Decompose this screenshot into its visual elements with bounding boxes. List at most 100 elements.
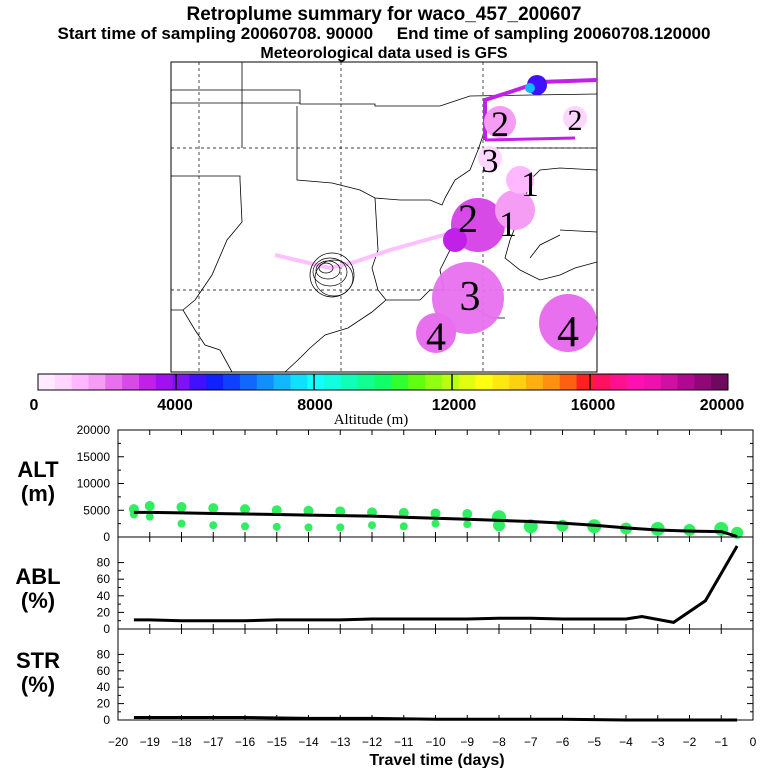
colorbar-tick-label: 0	[30, 397, 39, 414]
plume-origin-cyan	[525, 83, 535, 93]
chart-title: Retroplume summary for waco_457_200607	[186, 4, 582, 25]
y-tick-label: 15000	[77, 450, 111, 464]
met-data-line: Meteorological data used is GFS	[260, 45, 508, 62]
x-tick-label: −11	[394, 735, 414, 749]
x-tick-label: 0	[750, 735, 757, 749]
colorbar-swatch	[526, 374, 544, 390]
colorbar-swatch	[324, 374, 342, 390]
alt-point	[208, 503, 219, 514]
colorbar-swatch	[256, 374, 275, 390]
panel-label-abl: ABL	[15, 564, 60, 589]
series-line-abl	[133, 545, 739, 624]
y-tick-label: 0	[103, 713, 110, 727]
plume-circle	[478, 146, 502, 170]
x-tick-label: −16	[235, 735, 256, 749]
colorbar-ticks: 0 4000 8000 12000 16000 20000	[30, 397, 745, 414]
colorbar-swatch	[357, 374, 376, 390]
plume-circle	[443, 228, 467, 252]
alt-point	[462, 508, 473, 519]
panel-label-alt: ALT	[17, 457, 59, 482]
x-tick-label: −17	[203, 735, 224, 749]
colorbar-swatch	[694, 374, 712, 390]
x-tick-label: −3	[651, 735, 665, 749]
colorbar-swatch	[38, 374, 56, 390]
colorbar-swatch	[290, 374, 308, 390]
day-label: 2	[568, 104, 583, 137]
panel-label-str: (%)	[21, 672, 55, 697]
colorbar-swatch	[593, 374, 611, 390]
series-line-alt	[133, 510, 738, 538]
y-tick-label: 20000	[77, 423, 111, 437]
alt-point	[209, 521, 218, 530]
x-tick-label: −14	[298, 735, 319, 749]
trajectory-purple-2	[484, 136, 576, 142]
day-label: 3	[460, 274, 481, 320]
plume-circle	[506, 166, 534, 194]
colorbar-swatch	[559, 374, 578, 390]
colorbar-swatch	[138, 374, 157, 390]
colorbar-swatch	[492, 374, 510, 390]
colorbar-tick-label: 16000	[571, 397, 616, 414]
panel-label-abl: (%)	[21, 588, 55, 613]
day-label: 4	[557, 307, 579, 356]
alt-point	[271, 505, 282, 516]
colorbar-swatch	[54, 374, 73, 390]
alt-point	[303, 505, 314, 516]
colorbar-swatch	[660, 374, 679, 390]
colorbar-tick-label: 8000	[297, 397, 333, 414]
alt-point	[241, 522, 249, 531]
x-tick-label: −5	[587, 735, 601, 749]
x-tick-label: −6	[556, 735, 570, 749]
y-tick-label: 20	[97, 605, 111, 619]
x-tick-label: −1	[714, 735, 728, 749]
colorbar-swatch	[71, 374, 89, 390]
colorbar-swatch	[122, 374, 140, 390]
x-tick-label: −2	[683, 735, 697, 749]
x-tick-label: −7	[524, 735, 538, 749]
colorbar-swatch	[273, 374, 291, 390]
day-label: 3	[482, 143, 499, 180]
alt-point	[430, 508, 441, 519]
y-tick-label: 5000	[83, 503, 110, 517]
alt-point	[493, 519, 505, 532]
colorbar-swatch	[576, 374, 594, 390]
day-label: 4	[426, 314, 446, 359]
colorbar-swatch	[374, 374, 392, 390]
alt-point	[176, 502, 187, 513]
plume-circles	[416, 75, 597, 353]
colorbar-swatch	[425, 374, 443, 390]
panel-frame-str	[117, 628, 754, 721]
colorbar-swatch	[223, 374, 241, 390]
y-tick-label: 40	[97, 680, 111, 694]
colorbar-swatch	[677, 374, 695, 390]
colorbar-swatch	[239, 374, 258, 390]
x-tick-label: −8	[492, 735, 506, 749]
plume-circle	[416, 313, 456, 353]
colorbar-swatch	[458, 374, 477, 390]
colorbar-frame	[37, 373, 729, 391]
x-tick-label: −18	[171, 735, 192, 749]
colorbar-swatch	[542, 374, 561, 390]
y-tick-label: 80	[97, 647, 111, 661]
x-axis-title: Travel time (days)	[369, 752, 504, 768]
alt-point	[177, 519, 186, 528]
x-tick-label: −19	[140, 735, 161, 749]
alt-point	[272, 522, 281, 531]
colorbar-swatch	[391, 374, 409, 390]
y-tick-label: 0	[103, 622, 110, 636]
colorbar-swatch	[643, 374, 662, 390]
plume-circle	[563, 106, 587, 130]
plume-circle	[539, 294, 597, 352]
day-labels: 2 3 4 4 1 1 2 3 2	[426, 104, 583, 359]
colorbar-swatch	[441, 374, 460, 390]
colorbar-swatch	[155, 374, 174, 390]
day-label: 1	[521, 164, 539, 204]
colorbar-swatch	[340, 374, 359, 390]
y-tick-label: 20	[97, 697, 111, 711]
colorbar-tick-label: 12000	[432, 397, 477, 414]
alt-point	[304, 523, 313, 532]
x-tick-label: −12	[362, 735, 383, 749]
day-label: 2	[458, 196, 478, 241]
x-tick-label: −13	[330, 735, 351, 749]
